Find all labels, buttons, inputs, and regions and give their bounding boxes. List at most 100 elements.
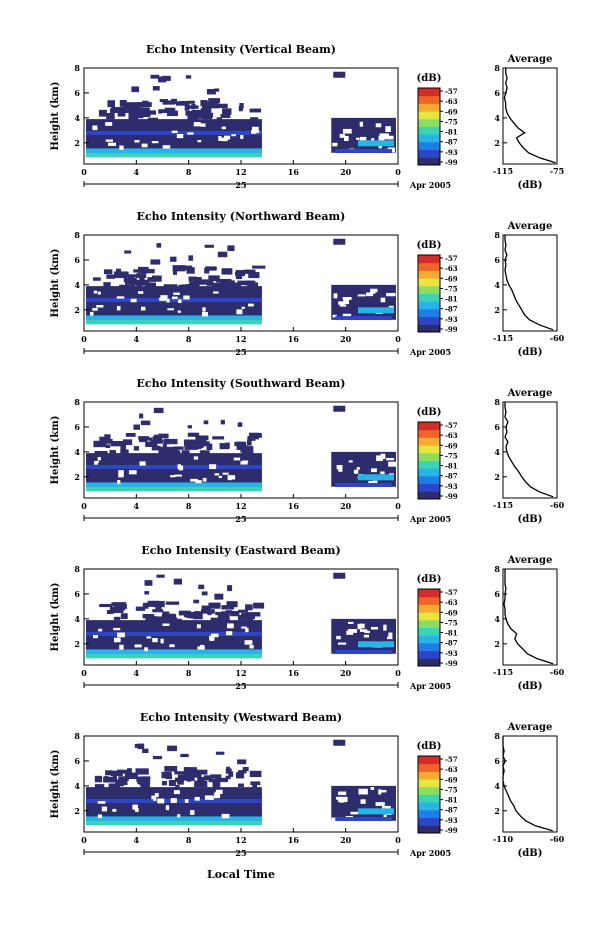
echo-cell xyxy=(162,75,171,81)
echo-hole xyxy=(108,142,117,146)
echo-cell xyxy=(161,771,172,779)
echo-cell xyxy=(204,267,210,274)
echo-cell xyxy=(114,271,128,279)
echo-hole xyxy=(333,293,338,299)
echo-cell xyxy=(212,618,223,625)
echo-cell xyxy=(333,572,346,579)
avg-x-tick-label: -60 xyxy=(550,834,565,844)
y-tick-label: 8 xyxy=(74,564,80,574)
echo-cell xyxy=(241,450,252,457)
colorbar-segment xyxy=(418,285,440,294)
colorbar-segment xyxy=(418,596,440,605)
echo-hole xyxy=(202,312,208,317)
y-tick-label: 4 xyxy=(74,447,80,457)
echo-cell xyxy=(109,450,116,457)
echo-hole xyxy=(227,623,234,629)
echo-cell xyxy=(212,781,221,789)
echo-cell xyxy=(120,449,129,456)
panel-title: Echo Intensity (Eastward Beam) xyxy=(141,544,340,557)
colorbar-tick-label: -99 xyxy=(445,158,458,167)
echo-cell xyxy=(333,71,346,78)
echo-cell xyxy=(221,605,235,610)
echo-cell xyxy=(127,768,132,775)
y-tick-label: 2 xyxy=(74,806,80,816)
echo-hole xyxy=(347,621,354,624)
echo-cell xyxy=(171,98,178,104)
echo-cell xyxy=(150,259,161,265)
echo-cell xyxy=(204,104,212,108)
echo-cell xyxy=(116,769,131,774)
echo-hole xyxy=(370,288,378,293)
echo-cell xyxy=(132,773,138,780)
x-tick-label: 12 xyxy=(235,668,246,678)
echo-hole xyxy=(338,642,347,645)
y-tick-label: 6 xyxy=(74,255,80,265)
echo-band-late xyxy=(358,140,394,147)
colorbar-segment xyxy=(418,635,440,644)
echo-cell xyxy=(162,611,170,618)
echo-cell xyxy=(241,612,256,620)
echo-hole xyxy=(360,623,365,629)
colorbar-tick-label: -99 xyxy=(445,492,458,501)
colorbar-segment xyxy=(418,293,440,302)
echo-hole xyxy=(151,141,159,144)
echo-hole xyxy=(214,791,221,794)
x-tick-label: 16 xyxy=(288,167,300,177)
echo-hole xyxy=(343,299,350,305)
echo-cell xyxy=(194,780,208,788)
echo-cell xyxy=(206,443,213,451)
echo-cell xyxy=(111,602,117,606)
echo-cell xyxy=(187,432,200,437)
echo-hole xyxy=(165,805,170,811)
echo-hole xyxy=(187,132,194,135)
colorbar-segment xyxy=(418,460,440,469)
echo-hole xyxy=(93,635,99,639)
echo-cell xyxy=(140,420,151,426)
echo-hole xyxy=(357,623,362,630)
colorbar-segment xyxy=(418,452,440,461)
avg-y-tick-label: 2 xyxy=(494,639,500,649)
echo-hole xyxy=(97,291,101,295)
echo-hole xyxy=(338,301,345,305)
echo-band-low xyxy=(86,816,262,822)
echo-hole xyxy=(195,480,202,484)
echo-cell xyxy=(145,441,158,447)
echo-cell xyxy=(207,612,212,616)
colorbar-tick-label: -81 xyxy=(445,295,458,304)
echo-cell xyxy=(194,611,201,615)
echo-hole xyxy=(213,793,220,799)
echo-hole xyxy=(141,143,148,148)
y-axis-label: Height (km) xyxy=(50,750,61,819)
echo-cell xyxy=(94,784,105,791)
colorbar-segment xyxy=(418,817,440,826)
echo-hole xyxy=(222,472,229,475)
y-tick-label: 6 xyxy=(74,422,80,432)
colorbar-tick-label: -63 xyxy=(445,765,458,774)
echo-cell xyxy=(140,776,151,780)
echo-cell xyxy=(119,99,127,107)
avg-y-tick-label: 4 xyxy=(494,781,500,791)
avg-x-tick-label: -115 xyxy=(493,500,513,510)
echo-cell xyxy=(226,601,238,608)
echo-hole xyxy=(170,475,176,478)
colorbar-tick-label: -57 xyxy=(445,87,458,96)
echo-cell xyxy=(204,244,214,248)
echo-hole xyxy=(368,481,378,484)
echo-hole xyxy=(231,134,236,137)
echo-hole xyxy=(202,307,206,312)
echo-hole xyxy=(378,145,382,149)
echo-field xyxy=(86,572,396,659)
echo-cell xyxy=(187,100,195,104)
echo-cell xyxy=(201,109,209,115)
echo-cell xyxy=(220,419,225,425)
echo-hole xyxy=(386,636,393,640)
echo-hole xyxy=(244,640,253,645)
colorbar-frame xyxy=(417,755,441,834)
colorbar-tick-label: -57 xyxy=(445,254,458,263)
average-xlabel: (dB) xyxy=(518,347,543,358)
echo-hole xyxy=(134,140,139,143)
echo-hole xyxy=(130,298,137,303)
avg-x-tick-label: -115 xyxy=(493,667,513,677)
echo-hole xyxy=(371,468,377,473)
echo-cell xyxy=(125,772,136,779)
